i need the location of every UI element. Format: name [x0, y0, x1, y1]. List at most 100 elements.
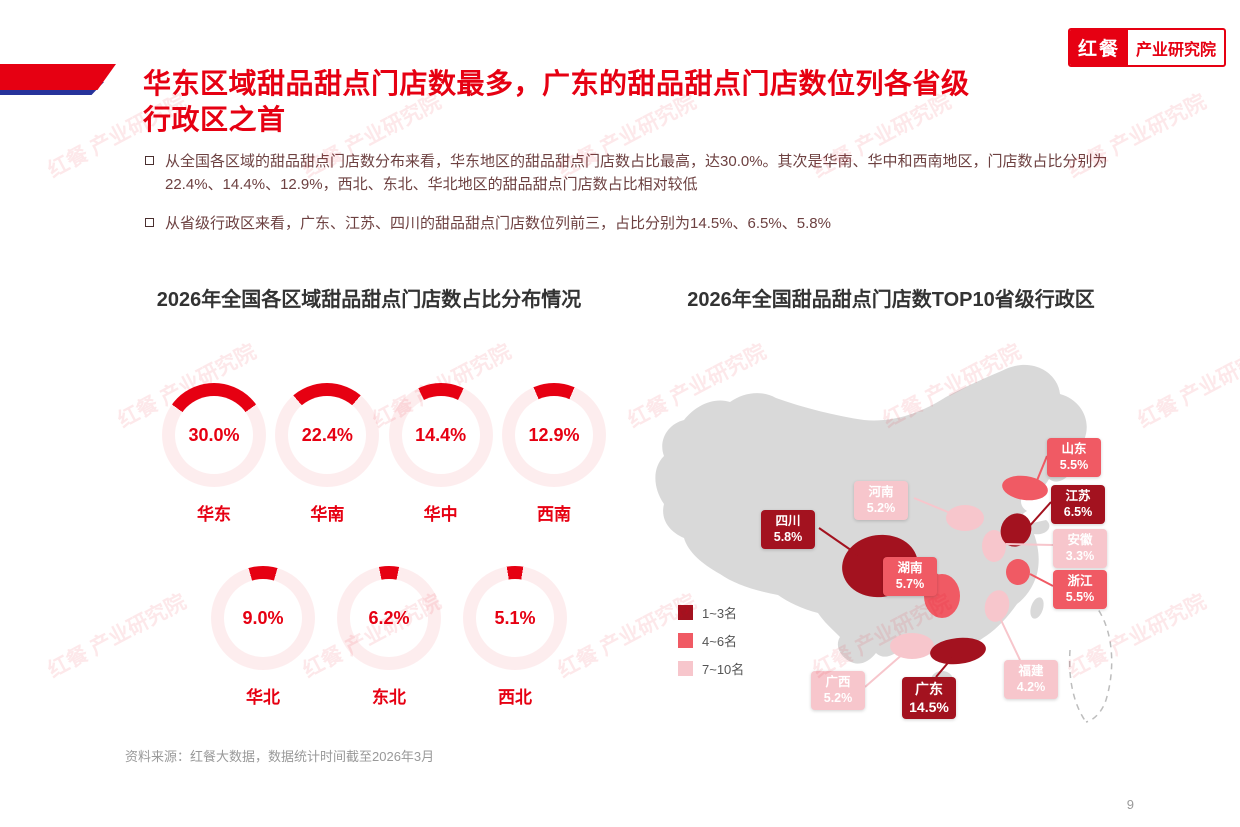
province-value: 5.2% — [823, 691, 853, 706]
province-name: 河南 — [868, 485, 894, 499]
map-label-henan: 河南 5.2% — [854, 481, 908, 520]
donut-label: 西南 — [536, 505, 571, 524]
donut-value: 6.2% — [368, 607, 410, 628]
province-name: 江苏 — [1065, 489, 1091, 503]
map-label-jiangsu: 江苏 6.5% — [1051, 485, 1105, 524]
leader-fujian — [999, 617, 1021, 661]
leader-zhejiang — [1029, 573, 1054, 587]
donut-label: 西北 — [498, 688, 532, 707]
bullet-square-icon — [145, 156, 154, 165]
legend-item: 1~3名 — [678, 603, 744, 622]
donut-value: 22.4% — [301, 424, 353, 445]
donut-ring: 30.0% — [162, 383, 266, 487]
donut-ring: 9.0% — [211, 566, 315, 670]
leader-hunan — [936, 573, 944, 589]
leader-anhui — [1005, 543, 1054, 546]
donut-chart-title: 2026年全国各区域甜品甜点门店数占比分布情况 — [156, 289, 582, 311]
taiwan-island — [1030, 597, 1044, 619]
donut-region: 14.4% 华中 — [388, 383, 494, 525]
bullet-item: 从全国各区域的甜品甜点门店数分布来看，华东地区的甜品甜点门店数占比最高，达30.… — [145, 150, 1125, 197]
province-name: 湖南 — [897, 561, 923, 575]
leader-guangxi — [864, 652, 905, 688]
province-value: 3.3% — [1065, 549, 1095, 564]
leader-shandong — [1035, 455, 1048, 484]
province-value: 5.2% — [866, 501, 896, 516]
south-china-sea-dash-line — [1085, 601, 1113, 723]
brand-logo-org: 产业研究院 — [1136, 41, 1217, 59]
province-zhejiang — [1006, 559, 1030, 585]
legend-swatch-tier2 — [678, 633, 693, 648]
watermark: 红餐 产业研究院 — [1134, 340, 1240, 433]
donut-label: 华中 — [423, 505, 458, 524]
brand-logo-mark: 红餐 — [1070, 30, 1129, 65]
map-chart-title: 2026年全国甜品甜点门店数TOP10省级行政区 — [687, 289, 1095, 311]
province-name: 广西 — [825, 675, 851, 689]
page-number: 9 — [1126, 797, 1134, 812]
map-label-hunan: 湖南 5.7% — [883, 557, 937, 596]
legend-label: 7~10名 — [702, 662, 745, 677]
legend-swatch-tier1 — [678, 605, 693, 620]
province-value: 5.8% — [773, 530, 803, 545]
donut-value: 5.1% — [494, 607, 536, 628]
data-source-note: 资料来源：红餐大数据，数据统计时间截至2026年3月 — [125, 749, 435, 764]
watermark: 红餐 产业研究院 — [44, 590, 191, 683]
province-guangdong — [930, 637, 986, 665]
summary-bullets: 从全国各区域的甜品甜点门店数分布来看，华东地区的甜品甜点门店数占比最高，达30.… — [145, 150, 1125, 250]
province-name: 四川 — [775, 514, 801, 528]
map-label-shandong: 山东 5.5% — [1047, 438, 1101, 477]
map-label-fujian: 福建 4.2% — [1004, 660, 1058, 699]
page-title-line1: 华东区域甜品甜点门店数最多，广东的甜品甜点门店数位列各省级 — [143, 68, 970, 99]
south-china-sea-dash-line — [1068, 649, 1087, 723]
brand-logo: 红餐 产业研究院 — [1068, 28, 1227, 67]
donut-region: 5.1% 西北 — [462, 566, 568, 708]
legend-label: 4~6名 — [702, 634, 738, 649]
donut-ring: 14.4% — [388, 383, 493, 487]
donut-region: 30.0% 华东 — [161, 383, 267, 525]
donut-label: 华南 — [310, 505, 345, 524]
province-value: 5.5% — [1059, 458, 1089, 473]
map-label-guangxi: 广西 5.2% — [811, 671, 865, 710]
donut-label: 华北 — [246, 688, 280, 707]
title-accent-red-flag — [0, 64, 116, 90]
leader-sichuan — [818, 527, 859, 556]
province-name: 福建 — [1018, 664, 1044, 678]
donut-value: 9.0% — [242, 607, 284, 628]
china-choropleth-map: 山东 5.5% 江苏 6.5% 河南 5.2% 四川 5.8% 安徽 3.3% … — [640, 350, 1145, 750]
leader-guangdong — [935, 657, 953, 678]
map-label-sichuan: 四川 5.8% — [761, 510, 815, 549]
province-name: 浙江 — [1067, 574, 1093, 588]
leader-jiangsu — [1025, 501, 1052, 531]
map-legend: 1~3名 4~6名 7~10名 — [678, 603, 744, 678]
province-guangxi — [890, 633, 934, 659]
donut-ring: 6.2% — [337, 566, 441, 670]
province-fujian — [984, 590, 1010, 622]
donut-ring: 5.1% — [463, 566, 567, 670]
donut-region: 22.4% 华南 — [274, 383, 380, 525]
map-label-guangdong: 广东 14.5% — [902, 677, 956, 720]
legend-swatch-tier3 — [678, 661, 693, 676]
map-label-anhui: 安徽 3.3% — [1053, 529, 1107, 568]
bullet-item: 从省级行政区来看，广东、江苏、四川的甜品甜点门店数位列前三，占比分别为14.5%… — [145, 212, 1125, 235]
bullet-text: 从省级行政区来看，广东、江苏、四川的甜品甜点门店数位列前三，占比分别为14.5%… — [165, 214, 831, 232]
province-value: 6.5% — [1063, 505, 1093, 520]
bullet-text: 从全国各区域的甜品甜点门店数分布来看，华东地区的甜品甜点门店数占比最高，达30.… — [165, 153, 1108, 194]
donut-value: 14.4% — [415, 424, 467, 445]
donut-region: 12.9% 西南 — [501, 383, 607, 525]
legend-item: 7~10名 — [678, 659, 744, 678]
province-value: 14.5% — [909, 699, 949, 716]
province-name: 安徽 — [1067, 533, 1093, 547]
legend-item: 4~6名 — [678, 631, 744, 650]
donut-region: 6.2% 东北 — [336, 566, 442, 708]
donut-label: 东北 — [372, 688, 406, 707]
page-title: 华东区域甜品甜点门店数最多，广东的甜品甜点门店数位列各省级 行政区之首 — [143, 66, 1143, 139]
province-name: 广东 — [915, 681, 943, 697]
donut-row-1: 30.0% 华东 22.4% 华南 14.4% 华中 12.9% 西南 — [161, 383, 607, 525]
donut-row-2: 9.0% 华北 6.2% 东北 5.1% 西北 — [210, 566, 568, 708]
province-henan — [946, 505, 984, 531]
province-name: 山东 — [1061, 442, 1087, 456]
province-jiangsu — [1000, 513, 1032, 547]
donut-region: 9.0% 华北 — [210, 566, 316, 708]
province-anhui — [982, 530, 1006, 562]
province-value: 5.7% — [895, 577, 925, 592]
donut-ring: 22.4% — [275, 383, 380, 487]
